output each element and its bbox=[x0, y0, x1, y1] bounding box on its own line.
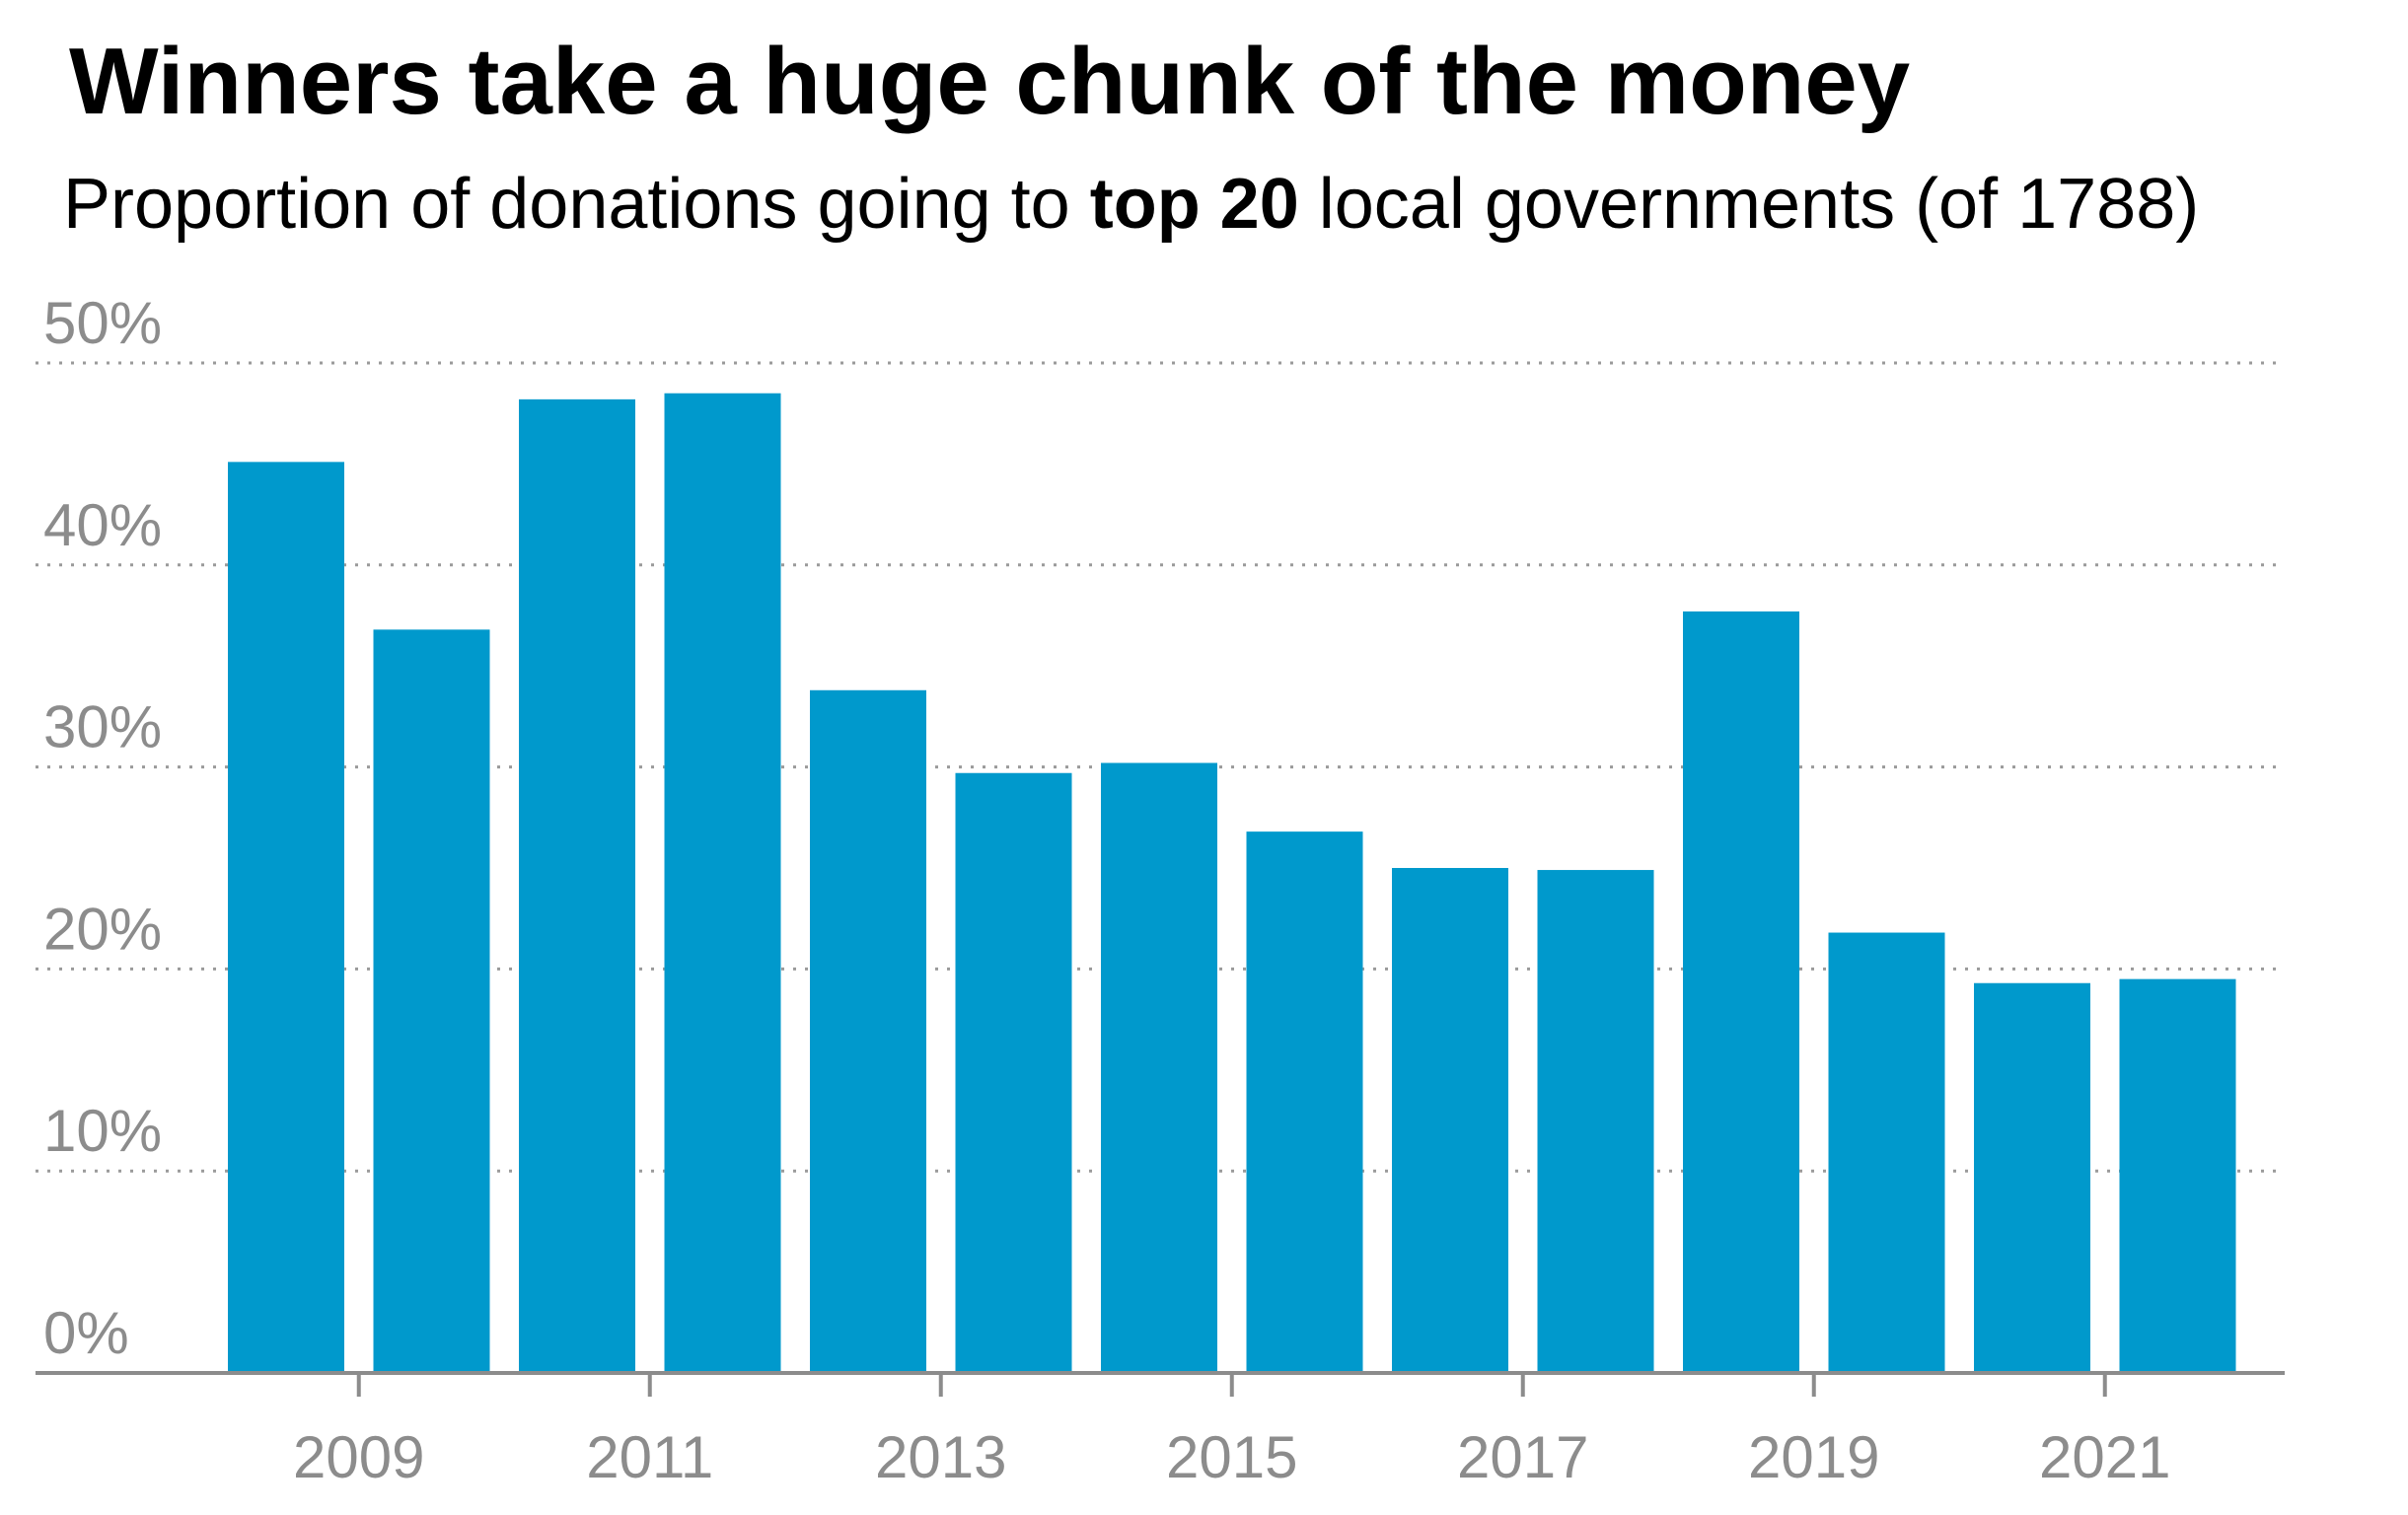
bar-2019 bbox=[1828, 932, 1945, 1373]
chart-subtitle: Proportion of donations going to top 20 … bbox=[63, 164, 2199, 245]
chart-title: Winners take a huge chunk of the money bbox=[69, 29, 1911, 134]
bar-2021 bbox=[2119, 978, 2236, 1373]
x-tick-label-2019: 2019 bbox=[1748, 1424, 1879, 1490]
subtitle-text-before: Proportion of donations going to bbox=[63, 165, 1090, 244]
bar-2014 bbox=[1101, 762, 1217, 1373]
bar-2017 bbox=[1537, 870, 1654, 1373]
bar-2012 bbox=[810, 689, 926, 1373]
x-tick-label-2009: 2009 bbox=[293, 1424, 424, 1490]
x-tick-label-2015: 2015 bbox=[1166, 1424, 1297, 1490]
bar-2020 bbox=[1974, 982, 2090, 1373]
tick-labels: 0% 10% 20% 30% 40% 50% 2009 2011 2013 2015 2017 201… bbox=[43, 290, 2170, 1490]
x-axis bbox=[36, 1371, 2285, 1397]
x-tick-label-2011: 2011 bbox=[586, 1424, 713, 1490]
bar-2018 bbox=[1683, 611, 1799, 1373]
bar-2008 bbox=[228, 462, 344, 1373]
y-tick-label-50: 50% bbox=[43, 290, 162, 356]
subtitle-text-bold: top 20 bbox=[1089, 165, 1299, 244]
y-tick-label-30: 30% bbox=[43, 694, 162, 760]
bar-2013 bbox=[955, 772, 1072, 1373]
subtitle-text-after: local governments (of 1788) bbox=[1298, 165, 2200, 244]
bar-2016 bbox=[1392, 868, 1508, 1373]
bar-2015 bbox=[1246, 831, 1363, 1373]
y-tick-label-20: 20% bbox=[43, 896, 162, 962]
bar-2011 bbox=[664, 393, 781, 1374]
bar-2009 bbox=[373, 629, 490, 1373]
x-tick-label-2013: 2013 bbox=[875, 1424, 1006, 1490]
bar-2010 bbox=[519, 398, 635, 1373]
y-tick-label-10: 10% bbox=[43, 1098, 162, 1164]
y-tick-label-0: 0% bbox=[43, 1300, 129, 1366]
x-tick-label-2021: 2021 bbox=[2039, 1424, 2170, 1490]
x-tick-label-2017: 2017 bbox=[1457, 1424, 1588, 1490]
y-tick-label-40: 40% bbox=[43, 492, 162, 558]
bars bbox=[228, 393, 2236, 1374]
